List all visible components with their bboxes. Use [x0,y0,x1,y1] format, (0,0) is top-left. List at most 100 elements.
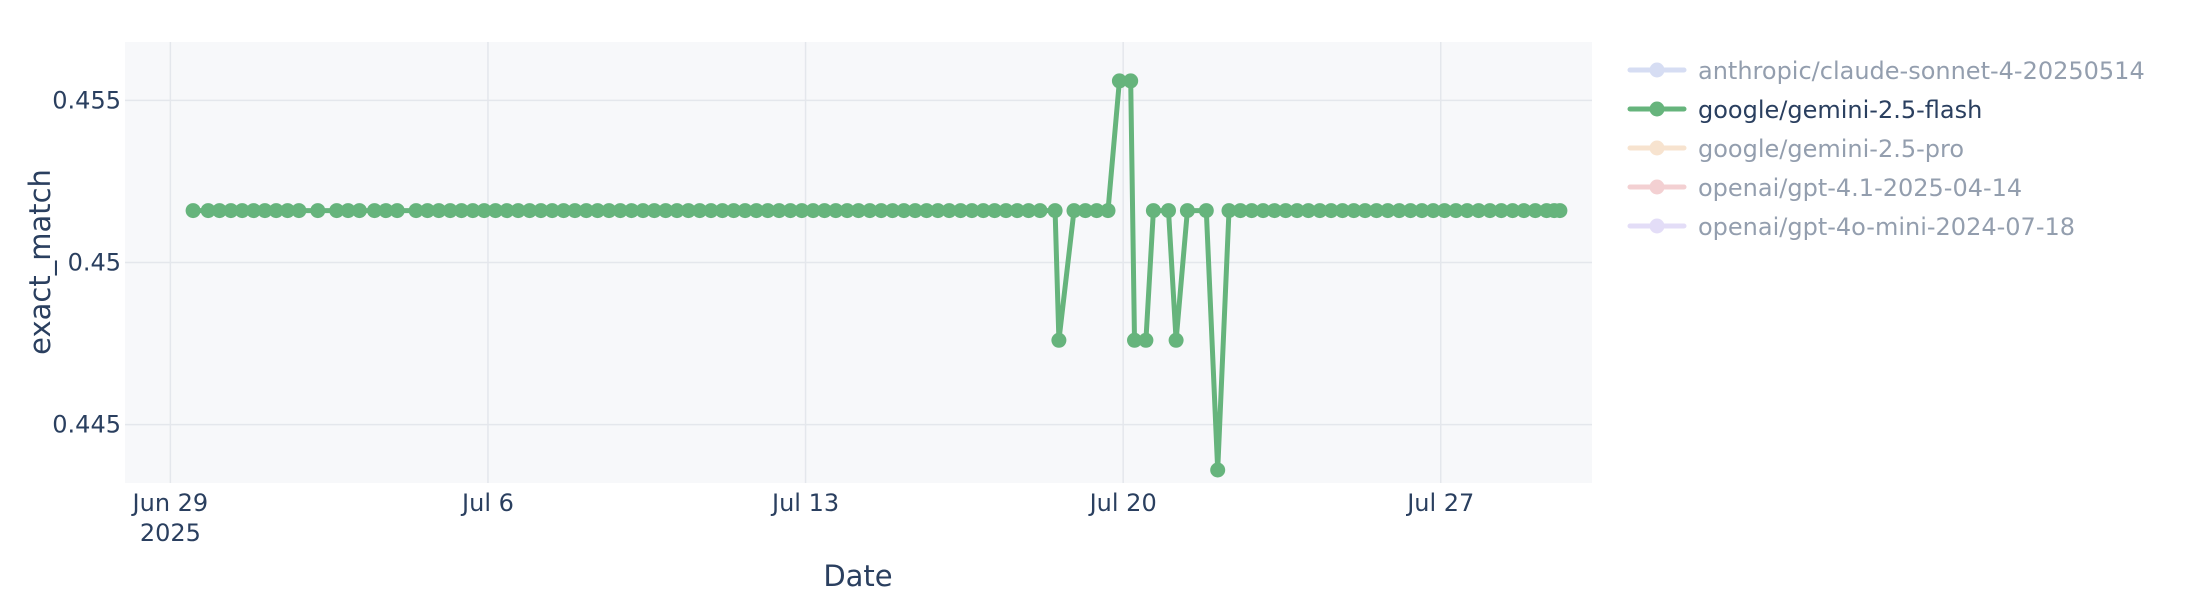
legend-item[interactable]: google/gemini-2.5-pro [1627,135,1964,163]
data-point [1425,203,1441,219]
data-point [692,203,708,219]
data-point [1089,203,1105,219]
data-point [340,203,356,219]
y-tick-label: 0.455 [52,86,121,114]
legend-marker-icon [1649,62,1665,78]
data-point [941,203,957,219]
data-point [805,203,821,219]
data-point [556,203,572,219]
x-tick-label: Jul 20 [1088,489,1157,517]
data-point [431,203,447,219]
x-tick-label: Jul 27 [1405,489,1474,517]
data-point [291,203,307,219]
data-point [1527,203,1543,219]
data-point [544,203,560,219]
data-point [1482,203,1498,219]
data-point [378,203,394,219]
data-point [408,203,424,219]
data-point [1047,203,1063,219]
x-tick-sublabel: 2025 [140,519,201,547]
data-point [1244,203,1260,219]
data-point [234,203,250,219]
data-point [1111,73,1127,89]
data-point [1123,73,1139,89]
data-point [1300,203,1316,219]
x-tick-label: Jul 13 [770,489,839,517]
data-point [1051,332,1067,348]
data-point [1552,203,1568,219]
legend-label: openai/gpt-4o-mini-2024-07-18 [1698,213,2075,241]
legend-item[interactable]: openai/gpt-4o-mini-2024-07-18 [1627,213,2075,241]
data-point [522,203,538,219]
data-point [310,203,326,219]
data-point [873,203,889,219]
data-point [817,203,832,219]
data-point [454,203,469,219]
y-axis: 0.445 0.45 0.455 [52,86,121,438]
data-point [465,203,481,219]
data-point [896,203,912,219]
data-point [185,203,201,219]
data-point [1437,203,1452,219]
legend-item[interactable]: openai/gpt-4.1-2025-04-14 [1627,174,2022,202]
data-point [280,203,296,219]
data-point [1161,203,1176,219]
data-point [975,203,991,219]
data-point [367,203,382,219]
data-point [1179,203,1195,219]
y-tick-label: 0.45 [68,249,121,277]
legend-label: openai/gpt-4.1-2025-04-14 [1698,174,2022,202]
legend-label: anthropic/claude-sonnet-4-20250514 [1698,57,2145,85]
data-point [885,203,900,219]
data-point [658,203,674,219]
data-point [1312,203,1328,219]
data-point [533,203,549,219]
data-point [1323,203,1339,219]
legend: anthropic/claude-sonnet-4-20250514 google… [1627,57,2145,241]
data-point [488,203,503,219]
data-point [1127,332,1142,348]
grid [125,42,1592,483]
data-point [268,203,284,219]
data-point [794,203,810,219]
data-point [646,203,662,219]
data-point [760,203,776,219]
data-point [1459,203,1475,219]
data-point [1471,203,1487,219]
data-point [1009,203,1025,219]
data-point [499,203,515,219]
data-point [669,203,685,219]
data-point [953,203,969,219]
data-point [1357,203,1373,219]
data-point [1505,203,1521,219]
data-point [851,203,866,219]
data-point [1403,203,1418,219]
data-point [1391,203,1407,219]
data-point [351,203,367,219]
legend-item[interactable]: anthropic/claude-sonnet-4-20250514 [1627,57,2145,85]
data-point [1168,332,1184,348]
legend-item[interactable]: google/gemini-2.5-flash [1627,96,1982,124]
data-point [930,203,946,219]
series [185,73,1568,478]
data-point [1289,203,1305,219]
legend-label: google/gemini-2.5-flash [1698,96,1982,124]
y-axis-title: exact_match [23,169,57,355]
legend-marker-icon [1649,101,1665,117]
data-point [1266,203,1282,219]
data-point [828,203,844,219]
data-point [510,203,526,219]
x-tick-label: Jun 29 [131,489,209,517]
data-point [578,203,594,219]
data-point [1346,203,1362,219]
data-point [1221,203,1237,219]
data-point [1278,203,1294,219]
data-point [1100,203,1116,219]
data-point [1021,203,1037,219]
data-point [862,203,878,219]
y-tick-label: 0.445 [52,411,121,439]
data-point [726,203,742,219]
legend-marker-icon [1649,179,1665,195]
